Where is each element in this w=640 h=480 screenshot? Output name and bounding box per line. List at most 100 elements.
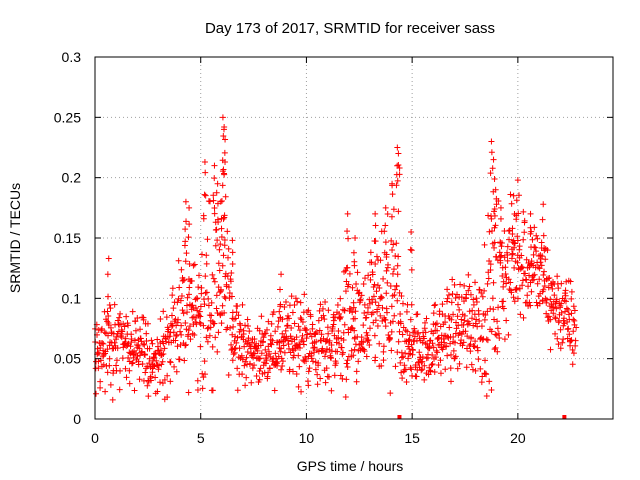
data-point <box>221 237 228 244</box>
data-point <box>333 360 340 367</box>
data-point <box>465 271 472 278</box>
data-point <box>513 197 520 204</box>
data-point <box>221 309 228 316</box>
data-point <box>225 371 232 378</box>
data-point <box>392 363 399 370</box>
data-point <box>326 373 333 380</box>
data-point <box>411 328 418 335</box>
data-point <box>380 357 387 364</box>
data-point <box>491 346 498 353</box>
data-point <box>226 290 233 297</box>
data-point <box>291 320 298 327</box>
data-point <box>464 333 471 340</box>
data-point <box>159 380 166 387</box>
data-point <box>262 360 269 367</box>
data-point <box>517 311 524 318</box>
data-point <box>276 308 283 315</box>
data-point <box>489 295 496 302</box>
data-point <box>372 222 379 229</box>
data-point <box>186 221 193 228</box>
data-point <box>209 271 216 278</box>
data-point <box>394 144 401 151</box>
data-point <box>299 318 306 325</box>
data-point <box>218 215 225 222</box>
data-point <box>114 317 121 324</box>
data-point <box>289 368 296 375</box>
data-point <box>361 301 368 308</box>
data-point <box>458 316 465 323</box>
data-point <box>159 358 166 365</box>
data-point <box>179 307 186 314</box>
data-point <box>570 303 577 310</box>
data-point <box>372 299 379 306</box>
data-point <box>215 329 222 336</box>
data-point <box>416 349 423 356</box>
data-point <box>229 249 236 256</box>
data-point <box>282 327 289 334</box>
data-point <box>449 276 456 283</box>
data-point <box>129 308 136 315</box>
data-point <box>383 251 390 258</box>
data-point <box>184 309 191 316</box>
data-point <box>536 265 543 272</box>
data-point <box>211 162 218 169</box>
data-point <box>389 246 396 253</box>
data-point <box>571 307 578 314</box>
data-point <box>447 340 454 347</box>
data-point <box>572 342 579 349</box>
data-point <box>419 366 426 373</box>
data-point <box>278 355 285 362</box>
data-point <box>95 358 102 365</box>
data-point <box>322 349 329 356</box>
data-point <box>399 331 406 338</box>
data-point <box>168 312 175 319</box>
data-point <box>317 375 324 382</box>
data-point <box>150 354 157 361</box>
data-point <box>500 283 507 290</box>
data-point <box>478 379 485 386</box>
data-point <box>547 346 554 353</box>
data-point <box>369 271 376 278</box>
data-point <box>129 359 136 366</box>
data-point <box>182 258 189 265</box>
data-point <box>158 361 165 368</box>
data-point <box>352 308 359 315</box>
data-point <box>560 336 567 343</box>
data-point <box>202 371 209 378</box>
data-point <box>261 330 268 337</box>
data-point <box>322 299 329 306</box>
data-point <box>321 353 328 360</box>
data-point <box>483 393 490 400</box>
data-point <box>202 273 209 280</box>
data-point <box>419 354 426 361</box>
data-point <box>326 337 333 344</box>
data-point <box>105 312 112 319</box>
data-point <box>149 340 156 347</box>
data-point <box>490 156 497 163</box>
x-axis-ticks: 0 5 10 15 20 <box>91 57 526 446</box>
data-point <box>152 374 159 381</box>
data-point <box>444 286 451 293</box>
data-point <box>570 328 577 335</box>
x-axis-label: GPS time / hours <box>297 458 404 474</box>
data-point <box>432 321 439 328</box>
data-point <box>173 368 180 375</box>
data-point <box>177 297 184 304</box>
data-point <box>260 334 267 341</box>
data-point <box>388 328 395 335</box>
data-point <box>224 228 231 235</box>
data-point <box>565 306 572 313</box>
data-point <box>407 316 414 323</box>
y-tick-label: 0.1 <box>62 290 82 306</box>
data-point <box>393 283 400 290</box>
data-point <box>178 322 185 329</box>
data-point <box>307 313 314 320</box>
data-point <box>201 358 208 365</box>
data-point <box>312 366 319 373</box>
data-point <box>358 292 365 299</box>
data-point <box>405 355 412 362</box>
data-point <box>111 339 118 346</box>
data-point <box>316 327 323 334</box>
data-point <box>408 266 415 273</box>
data-point <box>468 361 475 368</box>
